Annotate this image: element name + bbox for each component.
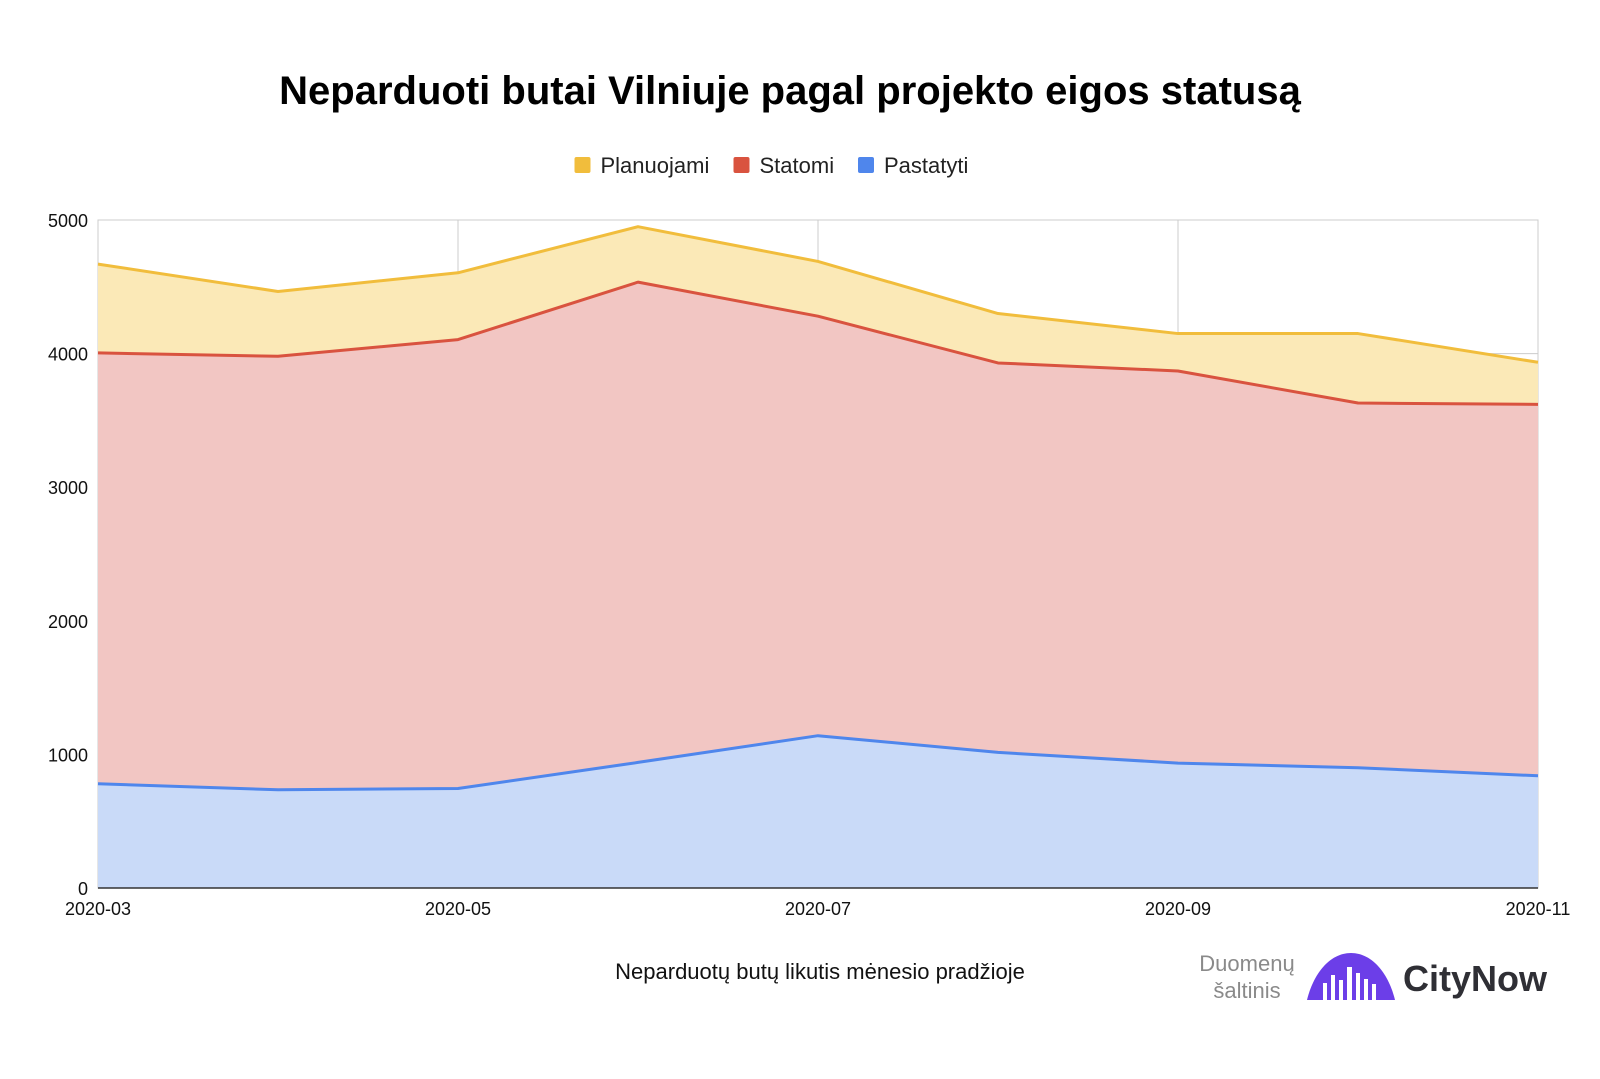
legend: Planuojami Statomi Pastatyti [574,153,968,178]
y-tick-label: 4000 [48,345,88,365]
source-attribution: Duomenų šaltinis CityNow [1199,951,1548,1003]
y-tick-labels: 0 1000 2000 3000 4000 5000 [48,211,88,899]
legend-item-planuojami: Planuojami [574,153,710,178]
source-label-line1: Duomenų [1199,951,1294,976]
y-tick-label: 1000 [48,745,88,765]
citynow-skyline-icon [1307,953,1395,1000]
x-tick-label: 2020-03 [65,899,131,919]
legend-item-pastatyti: Pastatyti [858,153,968,178]
x-axis-label: Neparduotų butų likutis mėnesio pradžioj… [615,959,1025,984]
area-pastatyti [98,735,1538,888]
legend-label: Statomi [760,153,835,178]
y-tick-label: 0 [78,879,88,899]
line-pastatyti [97,734,1539,792]
x-tick-label: 2020-09 [1145,899,1211,919]
source-brand: CityNow [1403,958,1548,999]
series-lines [97,225,1539,792]
y-tick-label: 2000 [48,612,88,632]
y-tick-label: 5000 [48,211,88,231]
x-tick-label: 2020-05 [425,899,491,919]
x-tick-labels: 2020-03 2020-05 2020-07 2020-09 2020-11 [65,899,1570,919]
legend-swatch [858,157,874,173]
chart-title: Neparduoti butai Vilniuje pagal projekto… [279,69,1301,113]
x-tick-label: 2020-07 [785,899,851,919]
line-statomi [97,280,1539,406]
legend-swatch [574,157,591,173]
area-statomi [98,282,1538,790]
legend-label: Pastatyti [884,153,968,178]
line-planuojami [97,225,1539,364]
legend-swatch [733,157,750,173]
legend-label: Planuojami [601,153,710,178]
x-tick-label: 2020-11 [1506,899,1571,919]
y-tick-label: 3000 [48,478,88,498]
areas [98,226,1538,888]
legend-item-statomi: Statomi [733,153,835,178]
source-label-line2: šaltinis [1213,978,1280,1003]
